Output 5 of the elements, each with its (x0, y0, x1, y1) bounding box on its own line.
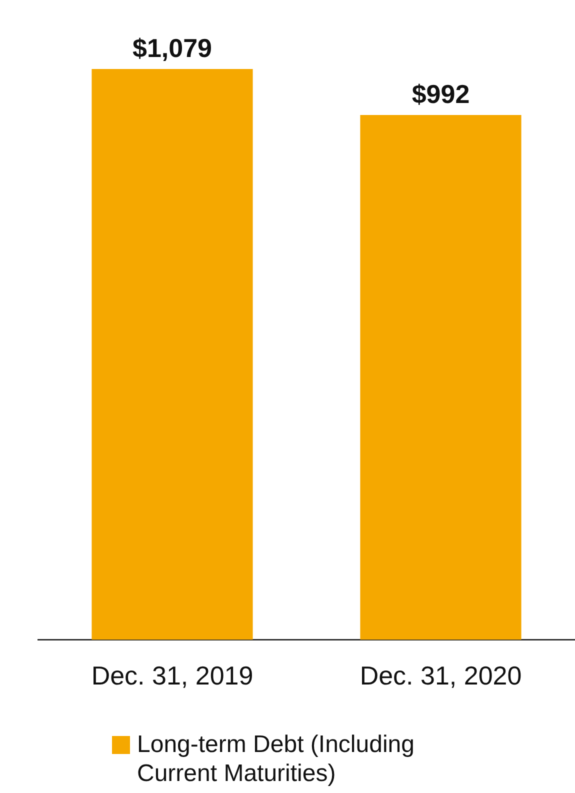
data-label: $992 (412, 79, 470, 110)
legend-label: Long-term Debt (Including Current Maturities) (137, 730, 416, 788)
x-tick-label: Dec. 31, 2019 (91, 660, 254, 691)
data-label: $1,079 (132, 33, 212, 64)
x-tick-label: Dec. 31, 2020 (360, 660, 522, 691)
